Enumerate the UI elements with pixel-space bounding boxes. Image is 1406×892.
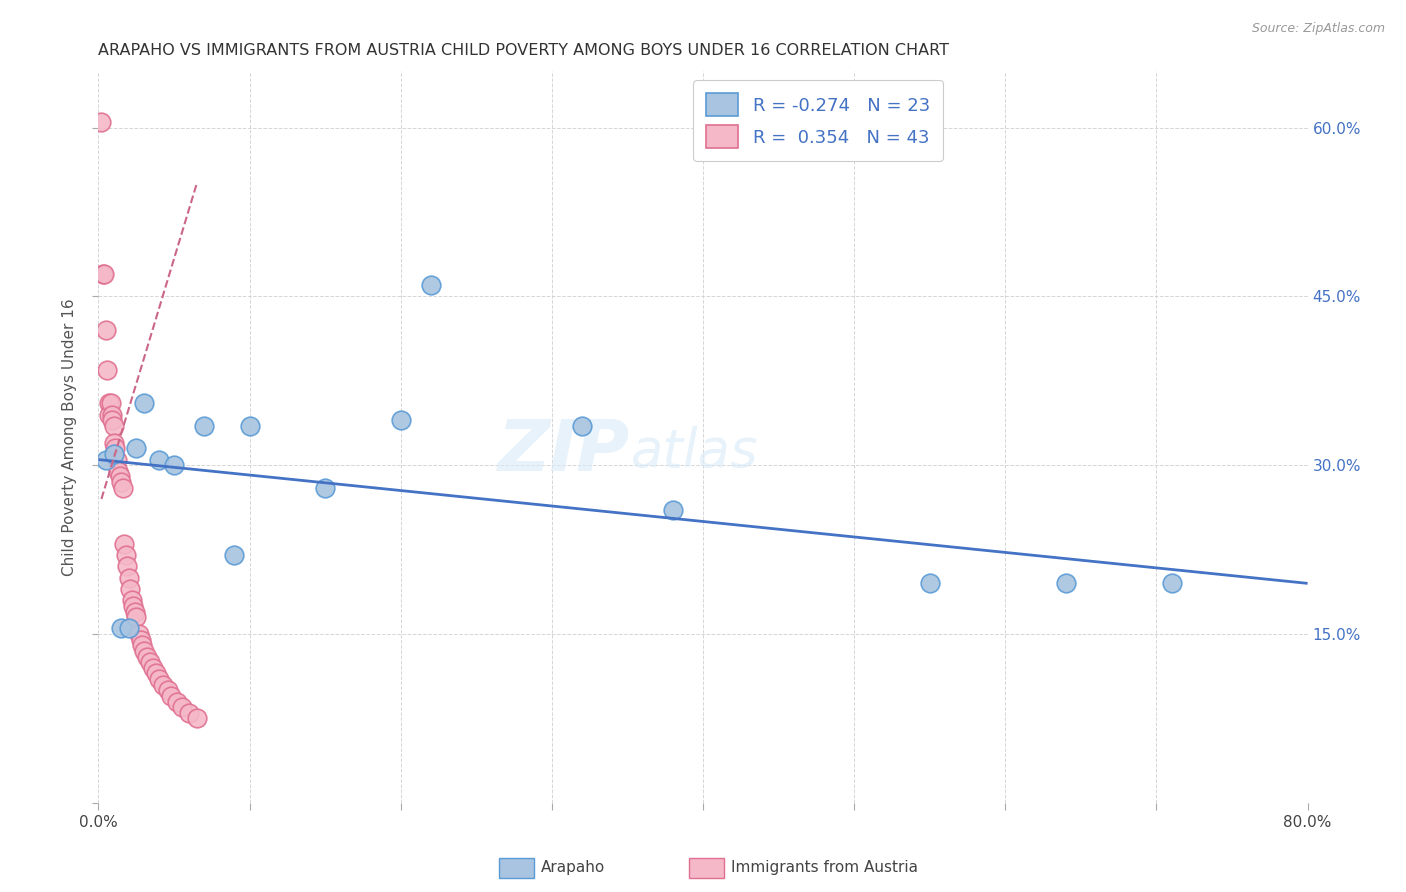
Y-axis label: Child Poverty Among Boys Under 16: Child Poverty Among Boys Under 16 bbox=[62, 298, 77, 576]
Point bbox=[94, 323, 117, 337]
Point bbox=[314, 481, 336, 495]
Point bbox=[125, 610, 148, 624]
Point bbox=[104, 442, 127, 456]
Point bbox=[186, 711, 208, 725]
Point bbox=[111, 481, 134, 495]
Point bbox=[128, 627, 150, 641]
Point bbox=[121, 593, 143, 607]
Point bbox=[115, 559, 138, 574]
Point bbox=[125, 442, 148, 456]
Point bbox=[98, 408, 121, 422]
Point bbox=[91, 267, 114, 281]
Point bbox=[129, 632, 152, 647]
Point bbox=[110, 475, 132, 489]
Point bbox=[239, 418, 262, 433]
Point bbox=[142, 661, 165, 675]
Point bbox=[107, 464, 129, 478]
Point bbox=[148, 672, 170, 686]
Text: Arapaho: Arapaho bbox=[541, 860, 606, 874]
Point bbox=[148, 452, 170, 467]
Point bbox=[90, 115, 112, 129]
Point bbox=[145, 666, 167, 681]
Text: ZIP: ZIP bbox=[498, 417, 630, 486]
Point bbox=[139, 655, 162, 669]
Text: Immigrants from Austria: Immigrants from Austria bbox=[731, 860, 918, 874]
Point bbox=[108, 469, 131, 483]
Point bbox=[1160, 576, 1182, 591]
Point bbox=[224, 548, 246, 562]
Point bbox=[132, 396, 155, 410]
Legend: R = -0.274   N = 23, R =  0.354   N = 43: R = -0.274 N = 23, R = 0.354 N = 43 bbox=[693, 80, 942, 161]
Point bbox=[120, 582, 142, 596]
Text: Source: ZipAtlas.com: Source: ZipAtlas.com bbox=[1251, 22, 1385, 36]
Point bbox=[93, 267, 115, 281]
Point bbox=[105, 452, 128, 467]
Point bbox=[152, 678, 174, 692]
Point bbox=[160, 689, 183, 703]
Point bbox=[918, 576, 941, 591]
Point bbox=[118, 621, 141, 635]
Point bbox=[98, 396, 121, 410]
Point bbox=[156, 683, 179, 698]
Point bbox=[100, 396, 122, 410]
Point bbox=[103, 435, 125, 450]
Point bbox=[1054, 576, 1077, 591]
Point bbox=[389, 413, 412, 427]
Point bbox=[103, 447, 125, 461]
Point bbox=[571, 418, 593, 433]
Point bbox=[170, 700, 193, 714]
Point bbox=[101, 413, 124, 427]
Point bbox=[166, 694, 188, 708]
Point bbox=[96, 362, 118, 376]
Point bbox=[193, 418, 215, 433]
Point bbox=[101, 408, 124, 422]
Point bbox=[135, 649, 157, 664]
Point bbox=[124, 605, 146, 619]
Point bbox=[103, 418, 125, 433]
Point bbox=[420, 278, 443, 293]
Point bbox=[114, 548, 136, 562]
Point bbox=[122, 599, 145, 613]
Point bbox=[132, 644, 155, 658]
Point bbox=[163, 458, 186, 473]
Point bbox=[112, 537, 135, 551]
Point bbox=[131, 638, 153, 652]
Text: atlas: atlas bbox=[630, 425, 758, 478]
Point bbox=[110, 621, 132, 635]
Text: ARAPAHO VS IMMIGRANTS FROM AUSTRIA CHILD POVERTY AMONG BOYS UNDER 16 CORRELATION: ARAPAHO VS IMMIGRANTS FROM AUSTRIA CHILD… bbox=[98, 43, 949, 58]
Point bbox=[662, 503, 685, 517]
Point bbox=[118, 571, 141, 585]
Point bbox=[94, 452, 117, 467]
Point bbox=[179, 706, 201, 720]
